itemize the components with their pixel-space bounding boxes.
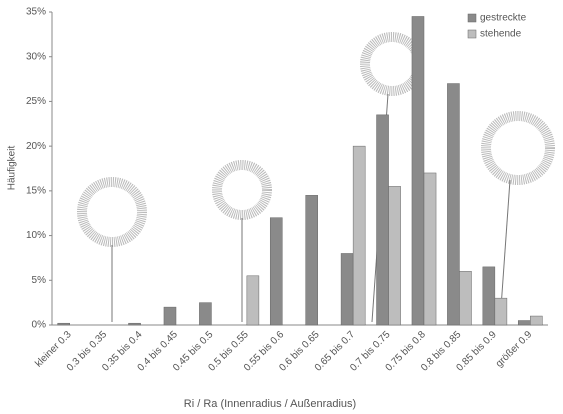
bar xyxy=(424,173,436,325)
ring-icon xyxy=(486,116,550,180)
y-tick-label: 20% xyxy=(26,141,46,152)
bar xyxy=(530,316,542,325)
bar xyxy=(518,321,530,325)
bar xyxy=(495,298,507,325)
legend-swatch xyxy=(468,30,476,38)
bar xyxy=(389,186,401,325)
y-tick-label: 0% xyxy=(32,320,47,331)
y-tick-label: 35% xyxy=(26,7,46,18)
x-tick-label: größer 0.9 xyxy=(494,329,535,370)
bar xyxy=(377,115,389,325)
bar xyxy=(412,16,424,325)
y-tick-label: 15% xyxy=(26,185,46,196)
bar xyxy=(341,253,353,325)
bar xyxy=(199,303,211,325)
y-tick-label: 10% xyxy=(26,230,46,241)
legend-swatch xyxy=(468,14,476,22)
bar xyxy=(58,323,70,325)
ring-icon xyxy=(217,165,267,215)
ring-icon xyxy=(365,37,419,91)
x-axis-title: Ri / Ra (Innenradius / Außenradius) xyxy=(184,398,356,410)
bar xyxy=(306,195,318,325)
chart: Häufigkeit Ri / Ra (Innenradius / Außenr… xyxy=(0,0,563,414)
y-tick-label: 30% xyxy=(26,51,46,62)
ring-icon xyxy=(82,182,142,242)
y-tick-label: 25% xyxy=(26,96,46,107)
bar xyxy=(353,146,365,325)
y-tick-label: 5% xyxy=(32,275,47,286)
bar xyxy=(247,276,259,325)
legend-label: stehende xyxy=(480,29,522,40)
bar xyxy=(129,323,141,325)
bar xyxy=(164,307,176,325)
bar xyxy=(459,271,471,325)
legend-label: gestreckte xyxy=(480,13,527,24)
bar xyxy=(270,218,282,325)
bar xyxy=(483,267,495,325)
y-axis-title: Häufigkeit xyxy=(7,146,18,191)
bar xyxy=(447,84,459,325)
